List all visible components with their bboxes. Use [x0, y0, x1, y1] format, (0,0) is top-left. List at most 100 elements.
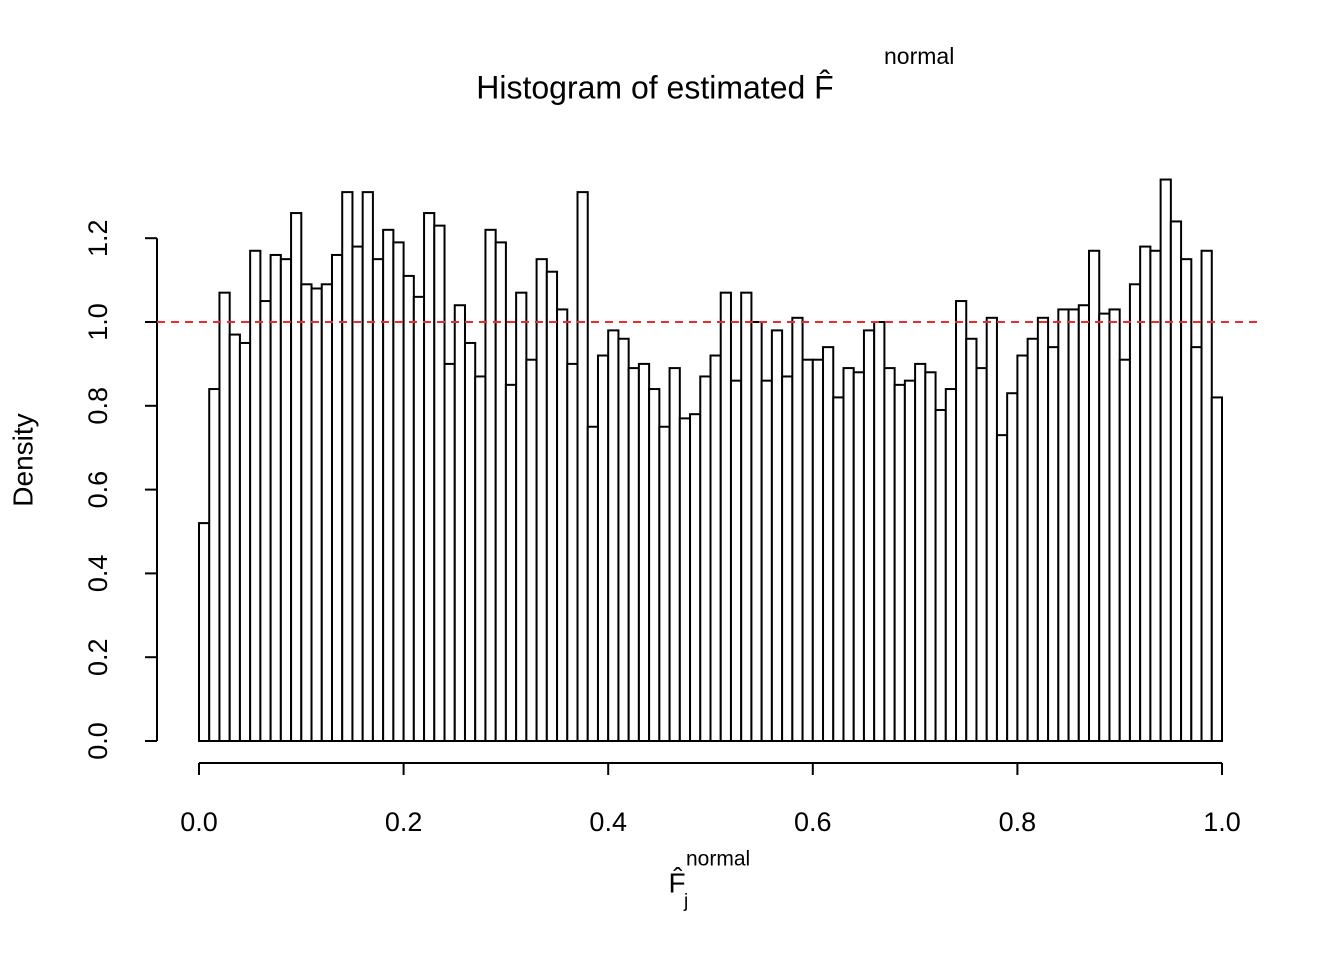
bar	[1169, 220, 1183, 742]
x-tick-label: 0.6	[794, 807, 832, 837]
bar	[1190, 346, 1203, 742]
bar	[330, 253, 344, 743]
y-tick-label: 0.0	[83, 722, 113, 760]
bar	[556, 308, 569, 742]
bar	[1057, 308, 1070, 742]
bar	[279, 258, 293, 742]
bar	[259, 300, 272, 742]
bar	[341, 191, 354, 743]
bar	[1016, 354, 1029, 742]
bar	[269, 253, 282, 743]
bar	[1139, 245, 1152, 743]
bar	[627, 367, 640, 742]
bar	[668, 367, 681, 742]
bar	[975, 367, 988, 742]
bar	[290, 212, 303, 742]
bar	[1088, 249, 1101, 743]
bar	[955, 300, 968, 742]
bar	[893, 383, 906, 742]
bar	[607, 329, 620, 742]
bar	[463, 341, 477, 742]
bar	[525, 358, 538, 742]
bar	[842, 367, 855, 742]
bar	[873, 321, 886, 742]
bar	[1210, 396, 1224, 742]
bar	[402, 274, 415, 742]
x-tick-label: 1.0	[1203, 807, 1241, 837]
bar	[443, 362, 456, 742]
bar	[586, 425, 599, 742]
bar	[1200, 249, 1213, 743]
x-tick-label: 0.8	[999, 807, 1037, 837]
y-tick-label: 0.8	[83, 387, 113, 425]
bar	[811, 358, 825, 742]
bar	[750, 321, 763, 742]
bar	[883, 367, 896, 742]
bar	[781, 375, 794, 742]
bar	[453, 304, 466, 742]
bar	[596, 354, 610, 742]
bar	[208, 388, 221, 742]
bar	[689, 413, 702, 742]
bar	[1108, 308, 1121, 742]
bar	[1149, 249, 1162, 743]
bar	[699, 375, 712, 742]
bar	[310, 287, 323, 742]
bar	[1159, 178, 1172, 743]
bar	[801, 358, 814, 742]
bar	[515, 291, 528, 742]
bar	[617, 337, 630, 742]
x-tick-label: 0.4	[589, 807, 627, 837]
bar	[382, 228, 395, 742]
y-tick-label: 1.0	[83, 303, 113, 341]
bar	[862, 329, 876, 742]
bar	[985, 316, 998, 742]
bar	[995, 434, 1009, 742]
bar	[924, 371, 937, 742]
bar	[320, 283, 333, 742]
bar	[944, 388, 958, 742]
bar	[903, 379, 917, 742]
x-tick-label: 0.2	[385, 807, 423, 837]
bar	[719, 291, 732, 742]
bar	[934, 408, 947, 742]
bar	[412, 295, 426, 742]
bar	[576, 191, 589, 743]
bar	[648, 388, 661, 742]
bar	[1036, 316, 1050, 742]
bar	[965, 337, 978, 742]
bar	[1180, 258, 1193, 742]
chart-title: Histogram of estimated F̂	[476, 69, 833, 105]
bar	[392, 241, 405, 742]
bar	[566, 362, 579, 742]
bar	[198, 522, 211, 742]
bar	[218, 291, 231, 742]
y-tick-label: 0.4	[83, 555, 113, 593]
y-tick-label: 1.2	[83, 219, 113, 257]
bar	[361, 191, 374, 743]
bar	[740, 291, 753, 742]
bar	[791, 316, 804, 742]
bar	[852, 371, 865, 742]
bar	[729, 379, 743, 742]
bar	[300, 283, 313, 742]
bar	[1067, 308, 1080, 742]
bar	[658, 425, 671, 742]
bar	[770, 329, 784, 742]
bar	[1098, 312, 1111, 742]
bar	[238, 341, 252, 742]
bar	[484, 228, 497, 742]
y-tick-label: 0.2	[83, 638, 113, 676]
bar	[914, 362, 927, 742]
bar	[832, 396, 845, 742]
x-tick-label: 0.0	[180, 807, 218, 837]
x-axis-label: F̂	[668, 867, 685, 898]
bar	[249, 249, 262, 743]
bar	[228, 333, 241, 742]
bar	[709, 354, 722, 742]
bar	[637, 362, 651, 742]
bar	[1128, 283, 1142, 742]
x-axis-label-subscript: j	[683, 891, 688, 912]
y-axis-label: Density	[7, 413, 38, 506]
